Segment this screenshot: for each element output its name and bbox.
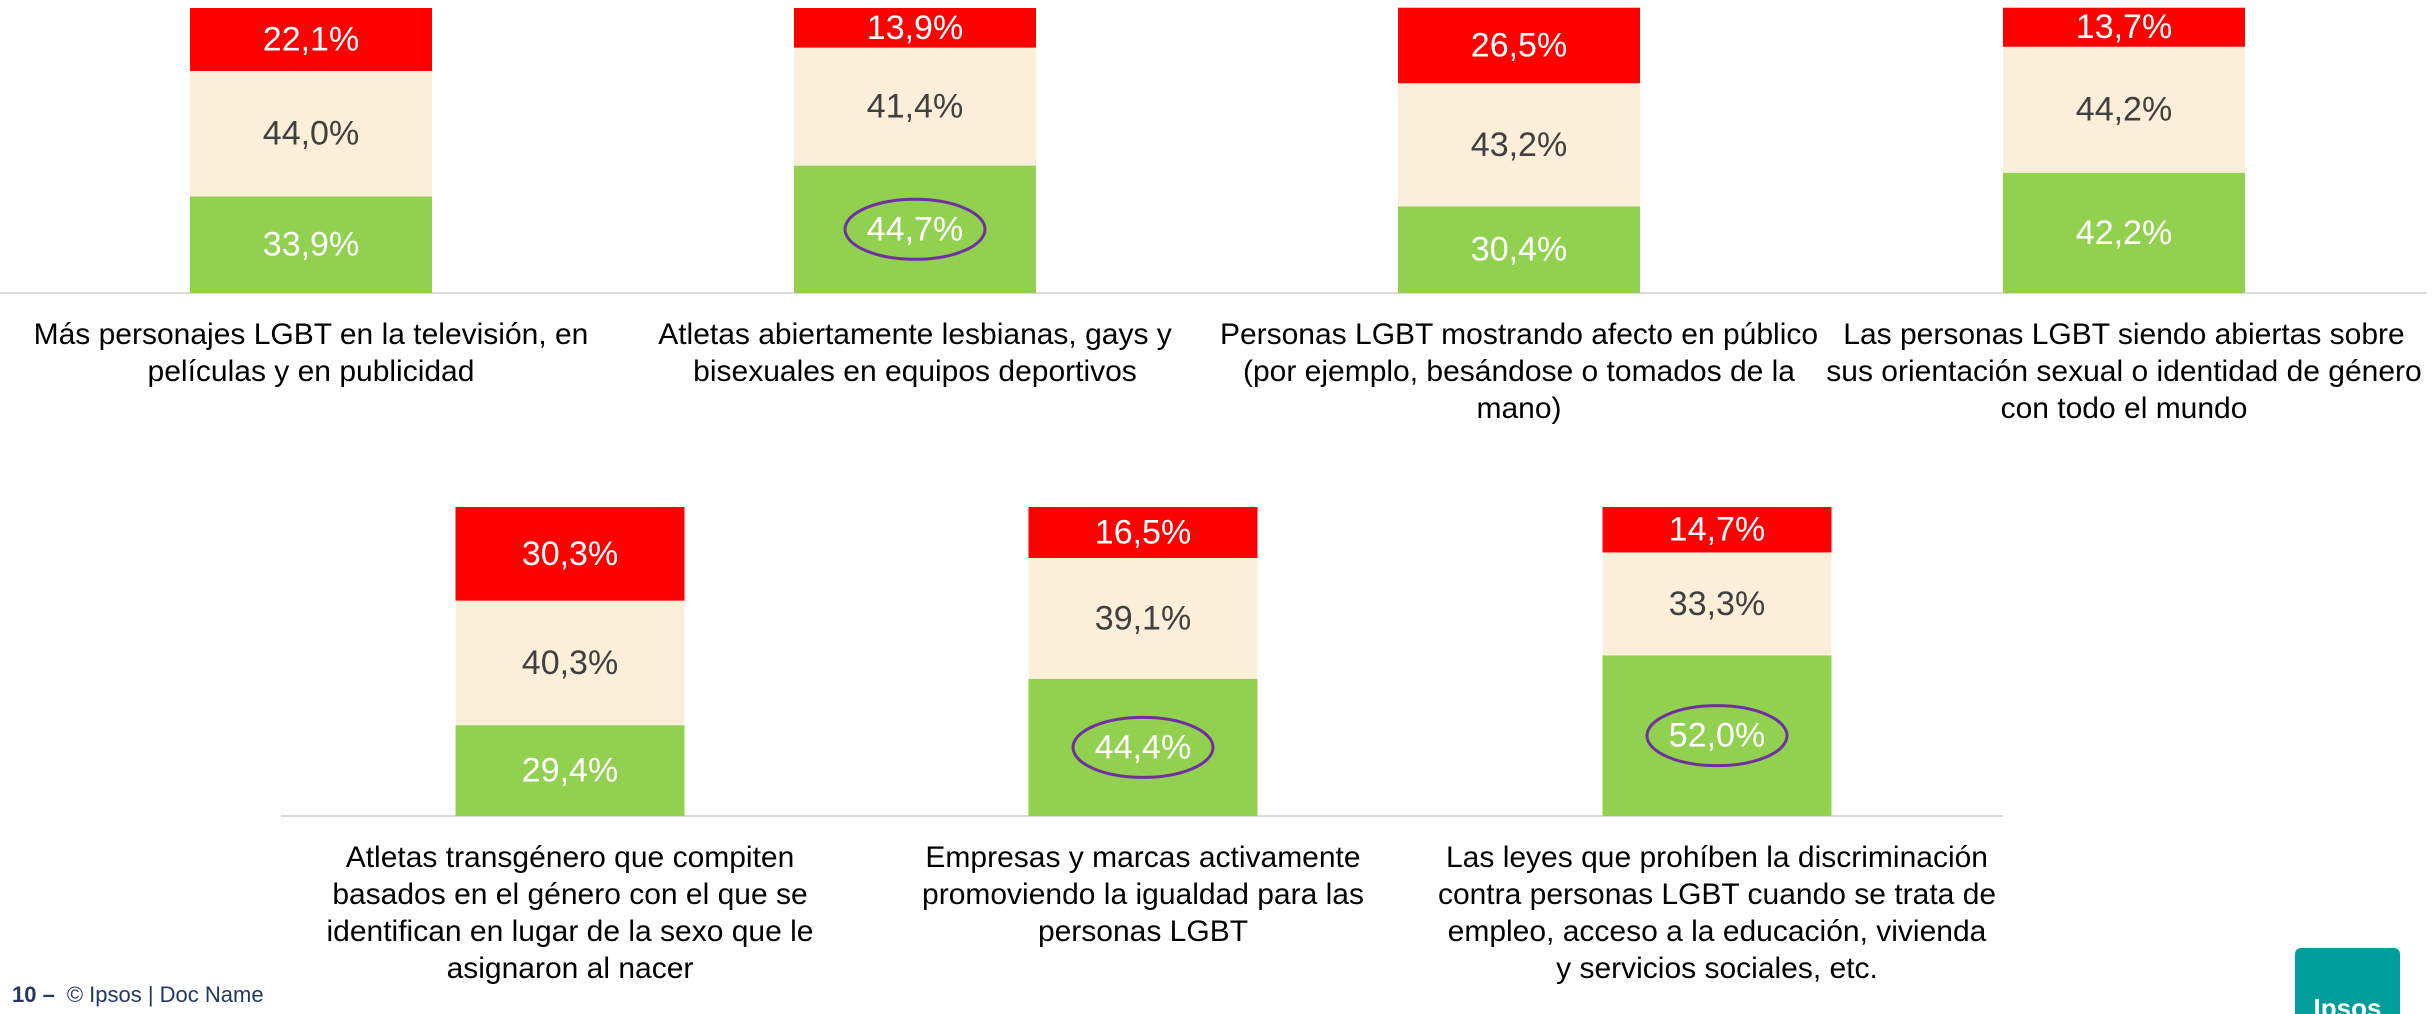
bar-segment (190, 196, 432, 293)
data-label: 13,9% (867, 9, 963, 47)
category-label: Más personajes LGBT en la televisión, en… (33, 318, 589, 388)
bar-segment (1398, 83, 1640, 207)
data-label: 39,1% (1095, 599, 1191, 637)
bar-segment (1398, 206, 1640, 293)
bar-segment (794, 8, 1036, 48)
data-label: 33,9% (263, 226, 359, 264)
bar-segment (1028, 678, 1258, 816)
data-label: 44,2% (2076, 91, 2172, 129)
page-number: 10 – (12, 982, 55, 1007)
logo: Ipsos (2295, 948, 2400, 1014)
data-label: 42,2% (2076, 214, 2172, 252)
bar-segment (190, 70, 432, 197)
data-label: 16,5% (1095, 513, 1191, 551)
category-label: Personas LGBT mostrando afecto en públic… (1219, 318, 1819, 425)
data-label: 40,3% (522, 644, 618, 682)
bar-segment (2003, 46, 2245, 173)
data-label: 13,7% (2076, 8, 2172, 46)
data-label: 43,2% (1471, 126, 1567, 164)
data-label: 14,7% (1669, 511, 1765, 549)
highlight-circle (1645, 704, 1789, 768)
data-label: 33,3% (1669, 585, 1765, 623)
bar-segment (455, 725, 685, 816)
highlight-circle (843, 197, 987, 261)
category-label: Atletas transgénero que compiten basados… (326, 841, 814, 985)
bar-segment (455, 507, 685, 601)
data-label: 26,5% (1471, 26, 1567, 64)
data-label: 22,1% (263, 20, 359, 58)
data-label: 30,3% (522, 535, 618, 573)
category-label: Las leyes que prohíben la discriminación… (1437, 841, 1997, 985)
bar-segment (455, 600, 685, 726)
data-label: 52,0% (1669, 717, 1765, 755)
bar-segment (1028, 557, 1258, 679)
data-label: 44,4% (1095, 728, 1191, 766)
category-label: Empresas y marcas activamente promoviend… (922, 841, 1364, 948)
data-label: 44,7% (867, 210, 963, 248)
bar-segment (190, 8, 432, 71)
bar-segment (794, 165, 1036, 293)
data-label: 41,4% (867, 88, 963, 126)
footer: 10 – © Ipsos | Doc Name (12, 982, 264, 1008)
category-label: Atletas abiertamente lesbianas, gays y b… (658, 318, 1172, 388)
data-label: 30,4% (1471, 231, 1567, 269)
data-label: 44,0% (263, 115, 359, 153)
bar-segment (1602, 655, 1832, 816)
category-label: Las personas LGBT siendo abiertas sobre … (1826, 318, 2422, 425)
bar-segment (2003, 7, 2245, 47)
bar-segment (794, 47, 1036, 166)
bar-segment (2003, 172, 2245, 293)
bar-segment (1602, 552, 1832, 656)
data-label: 29,4% (522, 752, 618, 790)
footer-text: © Ipsos | Doc Name (66, 982, 264, 1007)
bar-segment (1602, 507, 1832, 553)
bar-segment (1398, 7, 1640, 84)
highlight-circle (1071, 715, 1215, 779)
bar-segment (1028, 507, 1258, 558)
